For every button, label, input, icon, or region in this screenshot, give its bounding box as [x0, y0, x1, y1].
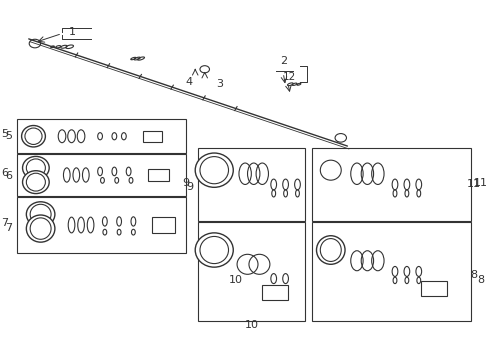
Text: 3: 3 — [216, 79, 223, 89]
Text: 2: 2 — [279, 56, 286, 66]
Text: 11: 11 — [473, 178, 487, 188]
Text: 9: 9 — [182, 178, 189, 188]
Text: 8: 8 — [476, 275, 483, 285]
Ellipse shape — [22, 171, 49, 194]
Ellipse shape — [26, 215, 55, 242]
Text: 9: 9 — [185, 182, 193, 192]
Text: 11: 11 — [466, 179, 480, 189]
Ellipse shape — [316, 236, 345, 264]
Text: 4: 4 — [185, 77, 192, 87]
Text: 7: 7 — [1, 218, 8, 228]
Text: 5: 5 — [1, 130, 8, 139]
Ellipse shape — [195, 233, 233, 267]
Text: 8: 8 — [469, 270, 476, 280]
Ellipse shape — [195, 153, 233, 187]
Text: 6: 6 — [1, 168, 8, 178]
Text: 1: 1 — [69, 27, 76, 37]
Text: 6: 6 — [5, 171, 12, 181]
Ellipse shape — [26, 202, 55, 227]
Ellipse shape — [22, 157, 49, 179]
Text: 10: 10 — [228, 275, 242, 285]
Text: 5: 5 — [5, 131, 12, 141]
Text: 7: 7 — [5, 223, 12, 233]
Text: 12: 12 — [282, 72, 295, 82]
Text: 10: 10 — [245, 320, 259, 330]
